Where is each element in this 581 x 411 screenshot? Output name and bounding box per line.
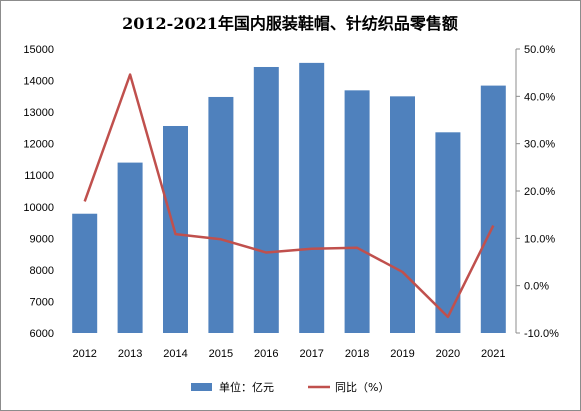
x-tick-label: 2014 — [163, 348, 187, 360]
left-tick-label: 9000 — [30, 233, 54, 245]
x-tick-label: 2016 — [254, 348, 278, 360]
left-tick-label: 12000 — [23, 139, 54, 151]
right-tick-label: 10.0% — [524, 233, 555, 245]
right-tick-label: 20.0% — [524, 186, 555, 198]
right-axis: -10.0% 0.0% 10.0% 20.0% 30.0% 40.0% 50.0% — [516, 44, 559, 340]
bar-2015 — [208, 96, 234, 333]
bar-2016 — [253, 66, 279, 333]
left-tick-label: 13000 — [23, 107, 54, 119]
bar-2014 — [163, 125, 188, 334]
right-tick-label: 0.0% — [524, 281, 549, 293]
left-tick-label: 11000 — [24, 170, 54, 182]
right-tick-label: 30.0% — [524, 139, 555, 151]
x-axis: 2012 2013 2014 2015 2016 2017 2018 2019 2020 2021 — [72, 348, 505, 360]
x-tick-label: 2012 — [72, 348, 96, 360]
legend-line-label: 同比（%） — [335, 381, 389, 394]
right-tick-label: 50.0% — [524, 44, 555, 56]
bar-2019 — [390, 96, 415, 333]
legend-bar-label: 单位：亿元 — [219, 380, 274, 394]
left-tick-label: 15000 — [23, 44, 54, 56]
left-tick-label: 10000 — [23, 202, 54, 214]
bar-2013 — [117, 162, 143, 333]
right-tick-label: 40.0% — [524, 91, 555, 103]
x-tick-label: 2020 — [436, 348, 460, 360]
line-series — [83, 73, 495, 319]
left-tick-label: 8000 — [30, 265, 54, 277]
left-tick-label: 14000 — [23, 76, 54, 88]
bar-2020 — [435, 132, 461, 333]
chart-title: 2012-2021年国内服装鞋帽、针纺织品零售额 — [122, 14, 458, 33]
left-tick-label: 6000 — [30, 328, 54, 340]
x-tick-label: 2021 — [481, 348, 505, 360]
right-tick-label: -10.0% — [524, 328, 559, 340]
x-tick-label: 2015 — [209, 348, 233, 360]
x-tick-label: 2013 — [118, 348, 142, 360]
left-axis: 6000 7000 8000 9000 10000 11000 12000 13000 1400… — [23, 44, 54, 340]
x-tick-label: 2019 — [390, 348, 414, 360]
legend-bar-swatch — [191, 383, 212, 391]
bar-2017 — [299, 62, 325, 333]
bar-2018 — [344, 90, 370, 334]
legend: 单位：亿元 同比（%） — [191, 380, 389, 394]
left-tick-label: 7000 — [30, 296, 54, 308]
line-yoy — [83, 73, 495, 319]
bar-2012 — [72, 213, 98, 333]
bar-series — [72, 62, 506, 334]
x-tick-label: 2017 — [299, 348, 323, 360]
x-tick-label: 2018 — [345, 348, 369, 360]
bar-2021 — [480, 85, 506, 333]
